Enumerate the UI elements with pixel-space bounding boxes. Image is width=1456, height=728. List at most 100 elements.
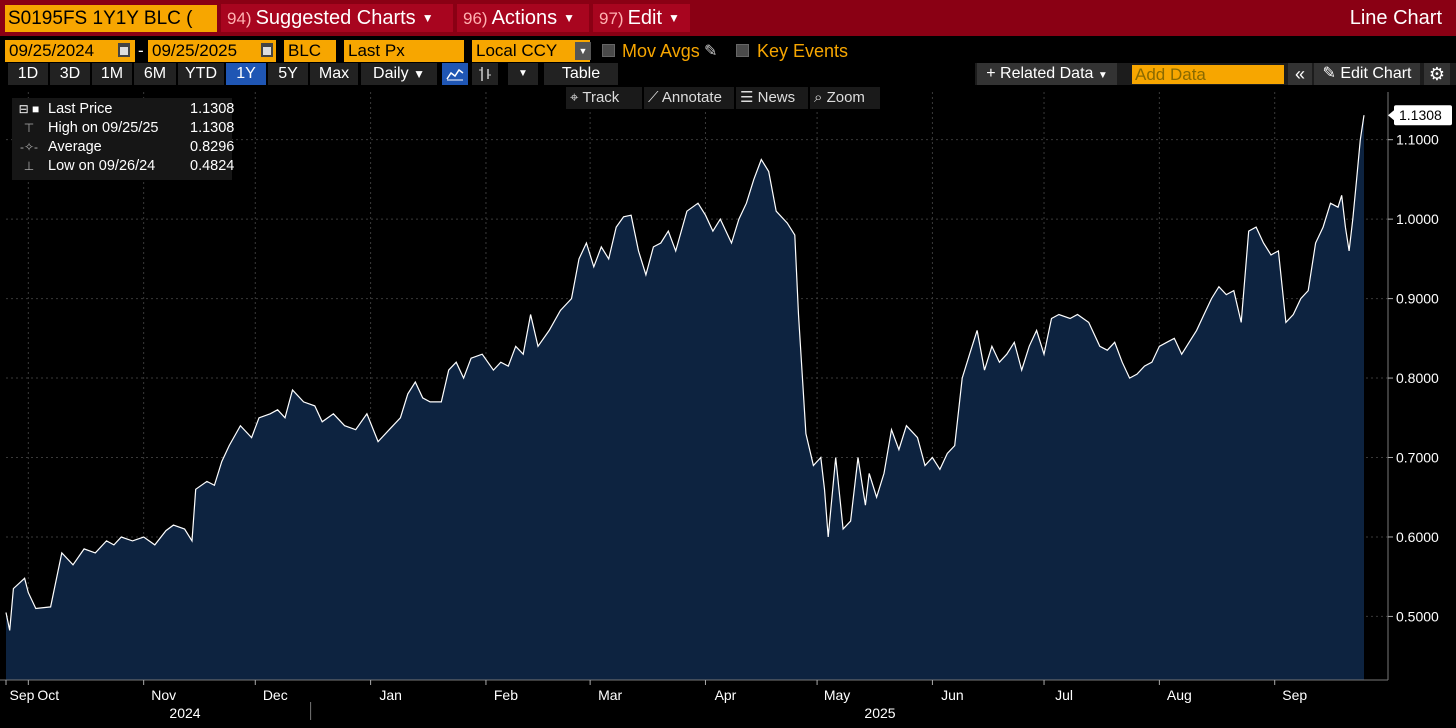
currency-dropdown-icon[interactable]: ▼ [575,42,591,60]
price-field[interactable]: Last Px [344,40,464,62]
start-date-input[interactable]: 09/25/2024 [5,40,135,62]
zoom-label: Zoom [826,89,865,106]
legend-label: High on 09/25/25 [48,120,159,136]
x-tick-label: May [824,687,850,703]
date-separator: - [138,41,144,60]
x-tick-label: Jan [379,687,402,703]
x-tick-label: Sep [1282,687,1307,703]
legend-label: Low on 09/26/24 [48,158,156,174]
related-data-button[interactable]: + Related Data ▼ [977,63,1117,85]
menu-label: Actions [491,7,558,29]
x-tick-label: Feb [494,687,518,703]
zoom-button[interactable]: ⌕ Zoom [810,87,880,109]
menu-label: Edit [627,7,663,29]
last-value-box [1394,105,1452,126]
key-events-label[interactable]: Key Events [757,41,849,61]
crosshair-icon: ⌖ [570,89,579,106]
news-button[interactable]: ☰ News [736,87,808,109]
gear-icon[interactable]: ⚙ [1424,63,1450,85]
calendar-icon[interactable] [118,43,130,57]
price-line [5,115,1365,631]
x-tick-label: Jun [941,687,964,703]
average-marker-icon: -✧- [19,140,39,154]
mov-avgs-label[interactable]: Mov Avgs [622,41,700,61]
edit-chart-label: Edit Chart [1340,65,1412,82]
range-button-max[interactable]: Max [310,63,358,85]
range-button-1y[interactable]: 1Y [226,63,266,85]
legend-value: 0.4824 [190,158,235,174]
low-marker-icon: ⊥ [23,159,35,173]
y-tick-label: 0.8000 [1396,370,1439,386]
source-field[interactable]: BLC [284,40,336,62]
collapse-icon[interactable]: « [1288,63,1312,85]
year-label: 2025 [864,705,895,721]
annotate-label: Annotate [661,89,722,106]
end-date-value: 09/25/2025 [152,41,238,60]
x-tick-label: Jul [1055,687,1073,703]
chart-type-dropdown-icon[interactable]: ▼ [508,63,538,85]
range-button-ytd[interactable]: YTD [178,63,224,85]
x-tick-label: Oct [37,687,59,703]
y-tick-label: 0.9000 [1396,291,1439,307]
price-area [6,115,1364,680]
news-label: News [757,89,796,106]
legend-label: Last Price [48,101,113,117]
bar-chart-icon[interactable] [472,63,498,85]
x-tick-label: Apr [715,687,737,703]
menu-number: 96) [463,9,488,28]
menu-label: Suggested Charts [255,7,416,29]
ticker-field[interactable]: S0195FS 1Y1Y BLC ( [5,5,217,32]
mov-avgs-checkbox[interactable] [602,44,615,57]
currency-field[interactable]: Local CCY [472,40,590,62]
legend-value: 0.8296 [190,139,235,155]
calendar-icon[interactable] [261,43,273,57]
end-date-input[interactable]: 09/25/2025 [148,40,276,62]
legend-row-average: -✧- Average 0.8296 [12,138,235,156]
caret-down-icon: ▼ [668,11,680,25]
pen-icon: ⟋ [648,89,659,106]
track-label: Track [582,89,620,106]
year-label: 2024 [169,705,200,721]
track-button[interactable]: ⌖ Track [566,87,642,109]
legend-label: Average [48,139,102,155]
price-chart[interactable]: 0.5000 0.6000 0.7000 0.8000 0.9000 1.0000 1.10… [0,84,1456,728]
high-marker-icon: ⊤ [23,121,35,135]
caret-down-icon: ▼ [421,11,434,25]
frequency-dropdown[interactable]: Daily ▼ [361,63,437,85]
y-tick-label: 0.6000 [1396,529,1439,545]
legend-row-low: ⊥ Low on 09/26/24 0.4824 [12,157,235,175]
range-button-6m[interactable]: 6M [134,63,176,85]
range-button-1d[interactable]: 1D [8,63,48,85]
table-button[interactable]: Table [544,63,618,85]
key-events-checkbox[interactable] [736,44,749,57]
caret-down-icon: ▼ [413,67,425,81]
add-data-input[interactable]: Add Data [1132,65,1284,84]
range-button-5y[interactable]: 5Y [268,63,308,85]
legend-value: 1.1308 [190,101,235,117]
edit-chart-button[interactable]: ✎ Edit Chart [1314,63,1420,85]
x-tick-label: Mar [598,687,622,703]
title-bar: S0195FS 1Y1Y BLC ( 94) Suggested Charts ▼ … [0,0,1456,36]
range-button-3d[interactable]: 3D [50,63,90,85]
suggested-charts-menu[interactable]: 94) Suggested Charts ▼ [221,4,453,32]
line-chart-icon[interactable] [442,63,468,85]
related-data-label: Related Data [1000,65,1094,82]
menu-number: 94) [227,9,252,28]
zoom-icon: ⌕ [814,89,823,106]
x-tick-label: Dec [263,687,288,703]
range-button-1m[interactable]: 1M [92,63,132,85]
legend-row-last: ⊟ ■ Last Price 1.1308 [12,100,235,118]
pencil-icon: ✎ [1322,65,1336,82]
legend-swatch-icon: ⊟ ■ [18,102,40,116]
start-date-value: 09/25/2024 [9,41,95,60]
annotate-button[interactable]: ⟋ Annotate [644,87,734,109]
chart-kind-title: Line Chart [1349,7,1442,29]
legend-row-high: ⊤ High on 09/25/25 1.1308 [12,119,235,137]
edit-menu[interactable]: 97) Edit ▼ [593,4,690,32]
frequency-label: Daily [373,65,409,82]
chart-legend: ⊟ ■ Last Price 1.1308 ⊤ High on 09/25/25… [12,98,235,180]
x-tick-label: Sep [10,687,35,703]
x-tick-label: Nov [151,687,176,703]
actions-menu[interactable]: 96) Actions ▼ [457,4,589,32]
pencil-icon[interactable]: ✎ [704,43,718,60]
